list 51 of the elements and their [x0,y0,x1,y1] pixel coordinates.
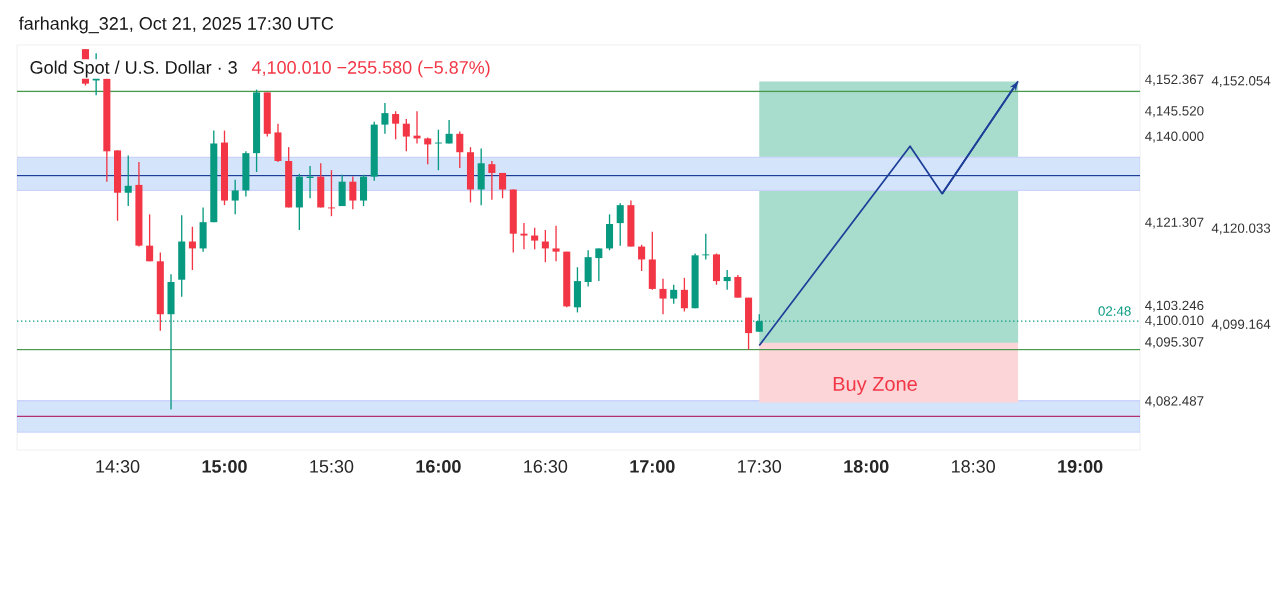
candlestick [381,102,389,135]
candlestick [659,278,667,315]
x-tick-label: 16:30 [524,460,568,473]
candlestick [488,160,496,201]
x-tick-label: 14:30 [96,460,140,473]
candlestick [146,213,154,262]
y2-tick-label: 4,099.164 [1211,319,1271,331]
candlestick [231,179,239,216]
x-tick-label: 17:00 [630,460,675,473]
candlestick [124,154,132,207]
x-tick-label: 15:00 [202,460,247,473]
candlestick [327,169,335,217]
candlestick [402,118,410,152]
candlestick [456,130,464,169]
candlestick [595,247,603,282]
text: Gold Spot / U.S. Dollar · 3 [30,60,237,78]
candlestick [392,110,400,141]
candlestick [670,284,678,305]
candlestick [638,244,646,272]
candlestick [616,202,624,247]
x-tick-label: 18:00 [844,460,889,473]
x-tick-label: 18:30 [952,460,995,473]
y-tick-label: 4,121.307 [1145,217,1204,229]
candlestick [349,175,357,210]
x-tick-label: 16:00 [416,460,461,473]
y-tick-label: 4,082.487 [1145,396,1204,408]
x-tick-label: 15:30 [310,460,354,473]
candlestick [531,227,539,251]
y-tick-label: 4,140.000 [1145,131,1204,143]
annotation: Buy Zone [833,377,917,395]
candlestick [723,269,731,291]
x-tick-label: 17:30 [738,460,782,473]
text: 4,100.010 −255.580 (−5.87%) [251,60,490,78]
candlestick [734,274,742,299]
y-tick-label: 4,095.307 [1145,337,1204,349]
candlestick [360,174,368,207]
y-tick-label: 4,145.520 [1145,106,1204,118]
candlestick [520,222,528,251]
candlestick [552,225,560,262]
text: farhankg_321, Oct 21, 2025 17:30 UTC [18,16,334,34]
y-tick-label: 4,152.367 [1145,74,1204,86]
y2-tick-label: 4,152.054 [1211,76,1271,88]
candlestick [680,277,688,313]
y-tick-label: 4,100.010 [1145,315,1204,327]
y2-tick-label: 4,120.033 [1211,223,1271,235]
candlestick [702,233,710,261]
candlestick [499,172,507,199]
y-tick-label: 4,103.246 [1145,300,1204,312]
x-tick-label: 19:00 [1058,460,1103,473]
annotation: 02:48 [1098,306,1131,316]
candlestick [424,136,432,165]
